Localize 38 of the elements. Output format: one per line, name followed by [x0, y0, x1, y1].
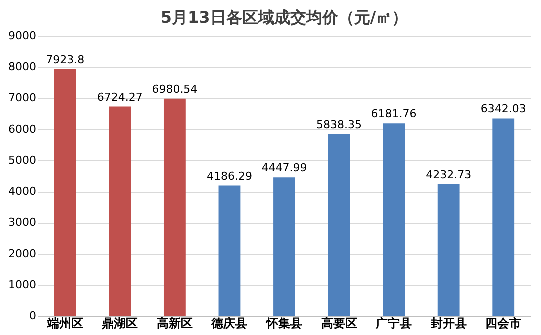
bar [492, 118, 515, 316]
data-label: 6980.54 [152, 82, 198, 96]
data-label: 4232.73 [426, 168, 472, 182]
bar [109, 106, 132, 316]
y-tick-label: 7000 [8, 92, 36, 105]
y-tick-label: 6000 [8, 122, 36, 136]
y-tick-label: 1000 [8, 278, 36, 292]
data-label: 6181.76 [371, 108, 417, 121]
bar [328, 134, 350, 316]
x-tick-label: 高新区 [156, 316, 193, 330]
y-tick-label: 0 [30, 310, 36, 322]
x-tick-label: 高要区 [321, 316, 358, 330]
y-tick-label: 3000 [8, 216, 36, 230]
x-tick-label: 鼎湖区 [101, 316, 138, 330]
bar [383, 124, 406, 316]
data-label: 7923.8 [46, 53, 85, 66]
bar [164, 98, 186, 316]
bar [438, 184, 460, 316]
y-tick-label: 5000 [8, 154, 36, 167]
y-tick-label: 9000 [8, 30, 36, 42]
x-tick-label: 四会市 [486, 316, 522, 330]
data-label: 6342.03 [480, 102, 526, 116]
x-tick-label: 端州区 [46, 316, 84, 330]
bar [218, 186, 241, 316]
x-tick-label: 德庆县 [210, 316, 248, 330]
data-label: 6724.27 [97, 90, 143, 104]
x-tick-label: 怀集县 [266, 316, 302, 330]
y-tick-label: 4000 [8, 185, 36, 198]
chart-title: 5月13日各区域成交均价（元/㎡） [160, 8, 408, 27]
y-tick-label: 8000 [8, 60, 36, 74]
data-label: 4447.99 [262, 162, 308, 175]
data-label: 4186.29 [206, 170, 252, 183]
bar [274, 178, 296, 316]
x-tick-label: 封开县 [430, 316, 467, 330]
bar [54, 69, 76, 316]
x-tick-label: 广宁县 [375, 316, 412, 330]
data-label: 5838.35 [316, 118, 362, 132]
y-tick-label: 2000 [8, 247, 36, 260]
